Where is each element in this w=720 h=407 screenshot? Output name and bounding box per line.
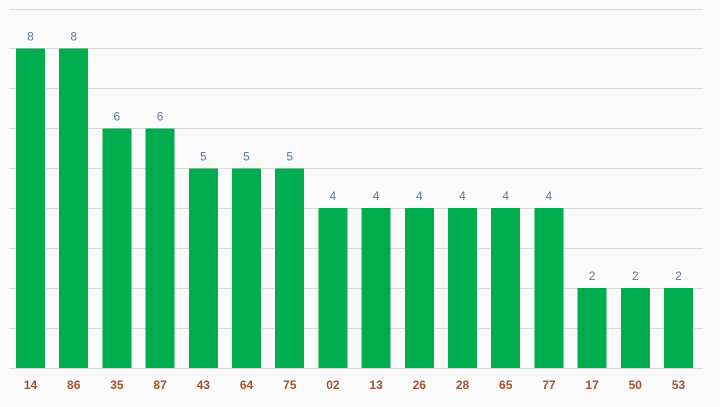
data-label-87: 6: [157, 109, 164, 123]
x-tick-label-87: 87: [153, 378, 167, 392]
data-label-13: 4: [373, 189, 380, 203]
data-label-50: 2: [632, 269, 639, 283]
bar-86[interactable]: [59, 48, 89, 368]
data-label-53: 2: [675, 269, 682, 283]
x-tick-label-86: 86: [67, 378, 81, 392]
bar-02[interactable]: [318, 208, 348, 368]
bar-26[interactable]: [404, 208, 434, 368]
bar-17[interactable]: [577, 288, 607, 368]
bar-87[interactable]: [145, 128, 175, 368]
x-tick-label-02: 02: [326, 378, 340, 392]
bar-50[interactable]: [620, 288, 650, 368]
data-label-28: 4: [459, 189, 466, 203]
x-tick-label-53: 53: [672, 378, 686, 392]
data-label-65: 4: [502, 189, 509, 203]
bar-64[interactable]: [232, 168, 261, 368]
x-tick-label-64: 64: [240, 378, 254, 392]
x-axis-tick-labels: 14 86 35 87 43 64 75 02 13 26 28 65 77 17 50 53: [24, 378, 686, 392]
bar-14[interactable]: [16, 48, 45, 368]
data-label-75: 5: [286, 149, 293, 163]
data-label-35: 6: [114, 109, 121, 123]
bar-35[interactable]: [102, 128, 132, 368]
x-tick-label-26: 26: [413, 378, 427, 392]
data-label-64: 5: [243, 149, 250, 163]
x-tick-label-13: 13: [369, 378, 383, 392]
data-label-14: 8: [27, 29, 34, 43]
x-tick-label-14: 14: [24, 378, 38, 392]
data-label-02: 4: [330, 189, 337, 203]
x-tick-label-28: 28: [456, 378, 470, 392]
bar-13[interactable]: [361, 208, 391, 368]
x-tick-label-50: 50: [629, 378, 643, 392]
bars: [16, 48, 693, 368]
bar-77[interactable]: [534, 208, 564, 368]
bar-65[interactable]: [491, 208, 521, 368]
bar-28[interactable]: [448, 208, 477, 368]
x-tick-label-17: 17: [585, 378, 599, 392]
x-tick-label-43: 43: [197, 378, 211, 392]
data-label-26: 4: [416, 189, 423, 203]
x-tick-label-65: 65: [499, 378, 513, 392]
data-labels: 8 8 6 6 5 5 5 4 4 4 4 4 4 2 2 2: [27, 29, 682, 283]
data-label-77: 4: [546, 189, 553, 203]
x-tick-label-77: 77: [542, 378, 556, 392]
x-tick-label-75: 75: [283, 378, 297, 392]
data-label-17: 2: [589, 269, 596, 283]
bar-75[interactable]: [275, 168, 305, 368]
data-label-43: 5: [200, 149, 207, 163]
bar-53[interactable]: [664, 288, 693, 368]
bar-43[interactable]: [188, 168, 218, 368]
x-tick-label-35: 35: [110, 378, 124, 392]
data-label-86: 8: [70, 29, 77, 43]
